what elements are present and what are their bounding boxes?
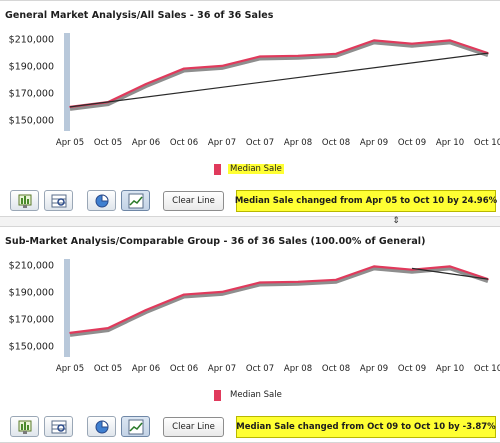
y-tick-label: $210,000 [9,261,54,272]
data-point [297,55,299,57]
pie-chart-button[interactable] [87,190,116,211]
x-tick-label: Apr 09 [360,138,388,148]
x-tick-label: Oct 06 [170,138,198,148]
data-point [221,291,223,293]
data-point [145,309,147,311]
legend-label: Median Sale [230,390,282,400]
general-market-panel: General Market Analysis/All Sales - 36 o… [0,0,500,217]
table-view-button[interactable] [44,416,73,437]
x-tick-label: Oct 06 [170,364,198,374]
data-point [297,281,299,283]
line-chart-icon [128,419,143,434]
trend-line[interactable] [69,52,489,108]
chart-legend: Median Sale [214,388,284,402]
chart-settings-button[interactable] [10,416,39,437]
y-tick-label: $170,000 [9,88,54,99]
panel-title: Sub-Market Analysis/Comparable Group - 3… [5,236,426,247]
data-point [373,265,375,268]
data-point [145,83,147,85]
data-point [335,278,337,281]
y-tick-label: $170,000 [9,314,54,325]
data-point [449,39,451,42]
median-sale-line-chart: $150,000 $170,000 $190,000 $210,000 Apr 05 Oc… [9,259,500,374]
chart-legend: Median Sale [214,162,284,176]
data-point [69,332,71,334]
x-tick-label: Apr 10 [436,364,464,374]
trend-line[interactable] [411,267,489,280]
x-tick-label: Apr 07 [208,364,236,374]
chart-settings-icon [18,194,31,208]
y-tick-label: $190,000 [9,62,54,73]
line-chart-icon [128,193,143,208]
line-chart-button[interactable] [121,190,150,211]
x-tick-label: Oct 09 [398,364,426,374]
y-tick-label: $190,000 [9,288,54,299]
x-tick-label: Oct 10 [474,364,500,374]
pie-chart-icon [95,419,109,433]
resize-vertical-icon[interactable]: ⇕ [392,216,400,226]
x-tick-label: Apr 10 [436,138,464,148]
y-tick-label: $210,000 [9,35,54,46]
panel-title: General Market Analysis/All Sales - 36 o… [5,10,274,21]
chart-settings-icon [18,420,31,434]
median-sale-line-chart: $150,000 $170,000 $190,000 $210,000 Apr 05 Oc… [9,33,500,148]
data-point [373,39,375,42]
data-point [335,52,337,55]
x-tick-label: Apr 06 [132,138,160,148]
x-tick-label: Oct 08 [322,364,350,374]
x-tick-label: Apr 05 [56,364,84,374]
x-tick-label: Apr 08 [284,138,312,148]
y-tick-label: $150,000 [9,115,54,126]
x-tick-label: Oct 05 [94,364,122,374]
y-axis-strip [64,33,70,131]
data-point [183,67,185,70]
x-tick-label: Oct 08 [322,138,350,148]
clear-line-button[interactable]: Clear Line [163,417,224,437]
y-axis-strip [64,259,70,357]
x-tick-label: Oct 07 [246,364,274,374]
x-tick-label: Apr 09 [360,364,388,374]
status-message: Median Sale changed from Apr 05 to Oct 1… [235,190,497,212]
table-view-icon [51,420,66,433]
status-message: Median Sale changed from Oct 09 to Oct 1… [236,416,496,438]
data-point [107,327,109,329]
pie-chart-icon [95,193,109,207]
legend-swatch [214,163,221,175]
chart-toolbar: Clear Line Median Sale changed from Oct … [0,413,500,441]
legend-swatch [214,389,221,401]
data-point [411,42,413,45]
series-shadow [69,40,489,111]
data-point [411,268,413,271]
chart-settings-button[interactable] [10,190,39,211]
pie-chart-button[interactable] [87,416,116,437]
clear-line-button[interactable]: Clear Line [163,191,224,211]
line-chart-button[interactable] [121,416,150,437]
data-point [259,55,261,58]
x-tick-label: Oct 05 [94,138,122,148]
data-point [221,65,223,67]
sub-market-panel: Sub-Market Analysis/Comparable Group - 3… [0,226,500,443]
legend-label: Median Sale [228,164,284,174]
x-tick-label: Apr 07 [208,138,236,148]
x-tick-label: Apr 06 [132,364,160,374]
table-view-button[interactable] [44,190,73,211]
y-tick-label: $150,000 [9,341,54,352]
series-line [69,39,489,108]
x-tick-label: Oct 07 [246,138,274,148]
series-line [69,265,489,334]
x-tick-label: Oct 09 [398,138,426,148]
x-tick-label: Apr 05 [56,138,84,148]
data-point [259,281,261,284]
x-tick-label: Apr 08 [284,364,312,374]
series-shadow [69,266,489,337]
table-view-icon [51,194,66,207]
chart-toolbar: Clear Line Median Sale changed from Apr … [0,187,500,215]
x-tick-label: Oct 10 [474,138,500,148]
data-point [183,293,185,296]
data-point [449,265,451,268]
